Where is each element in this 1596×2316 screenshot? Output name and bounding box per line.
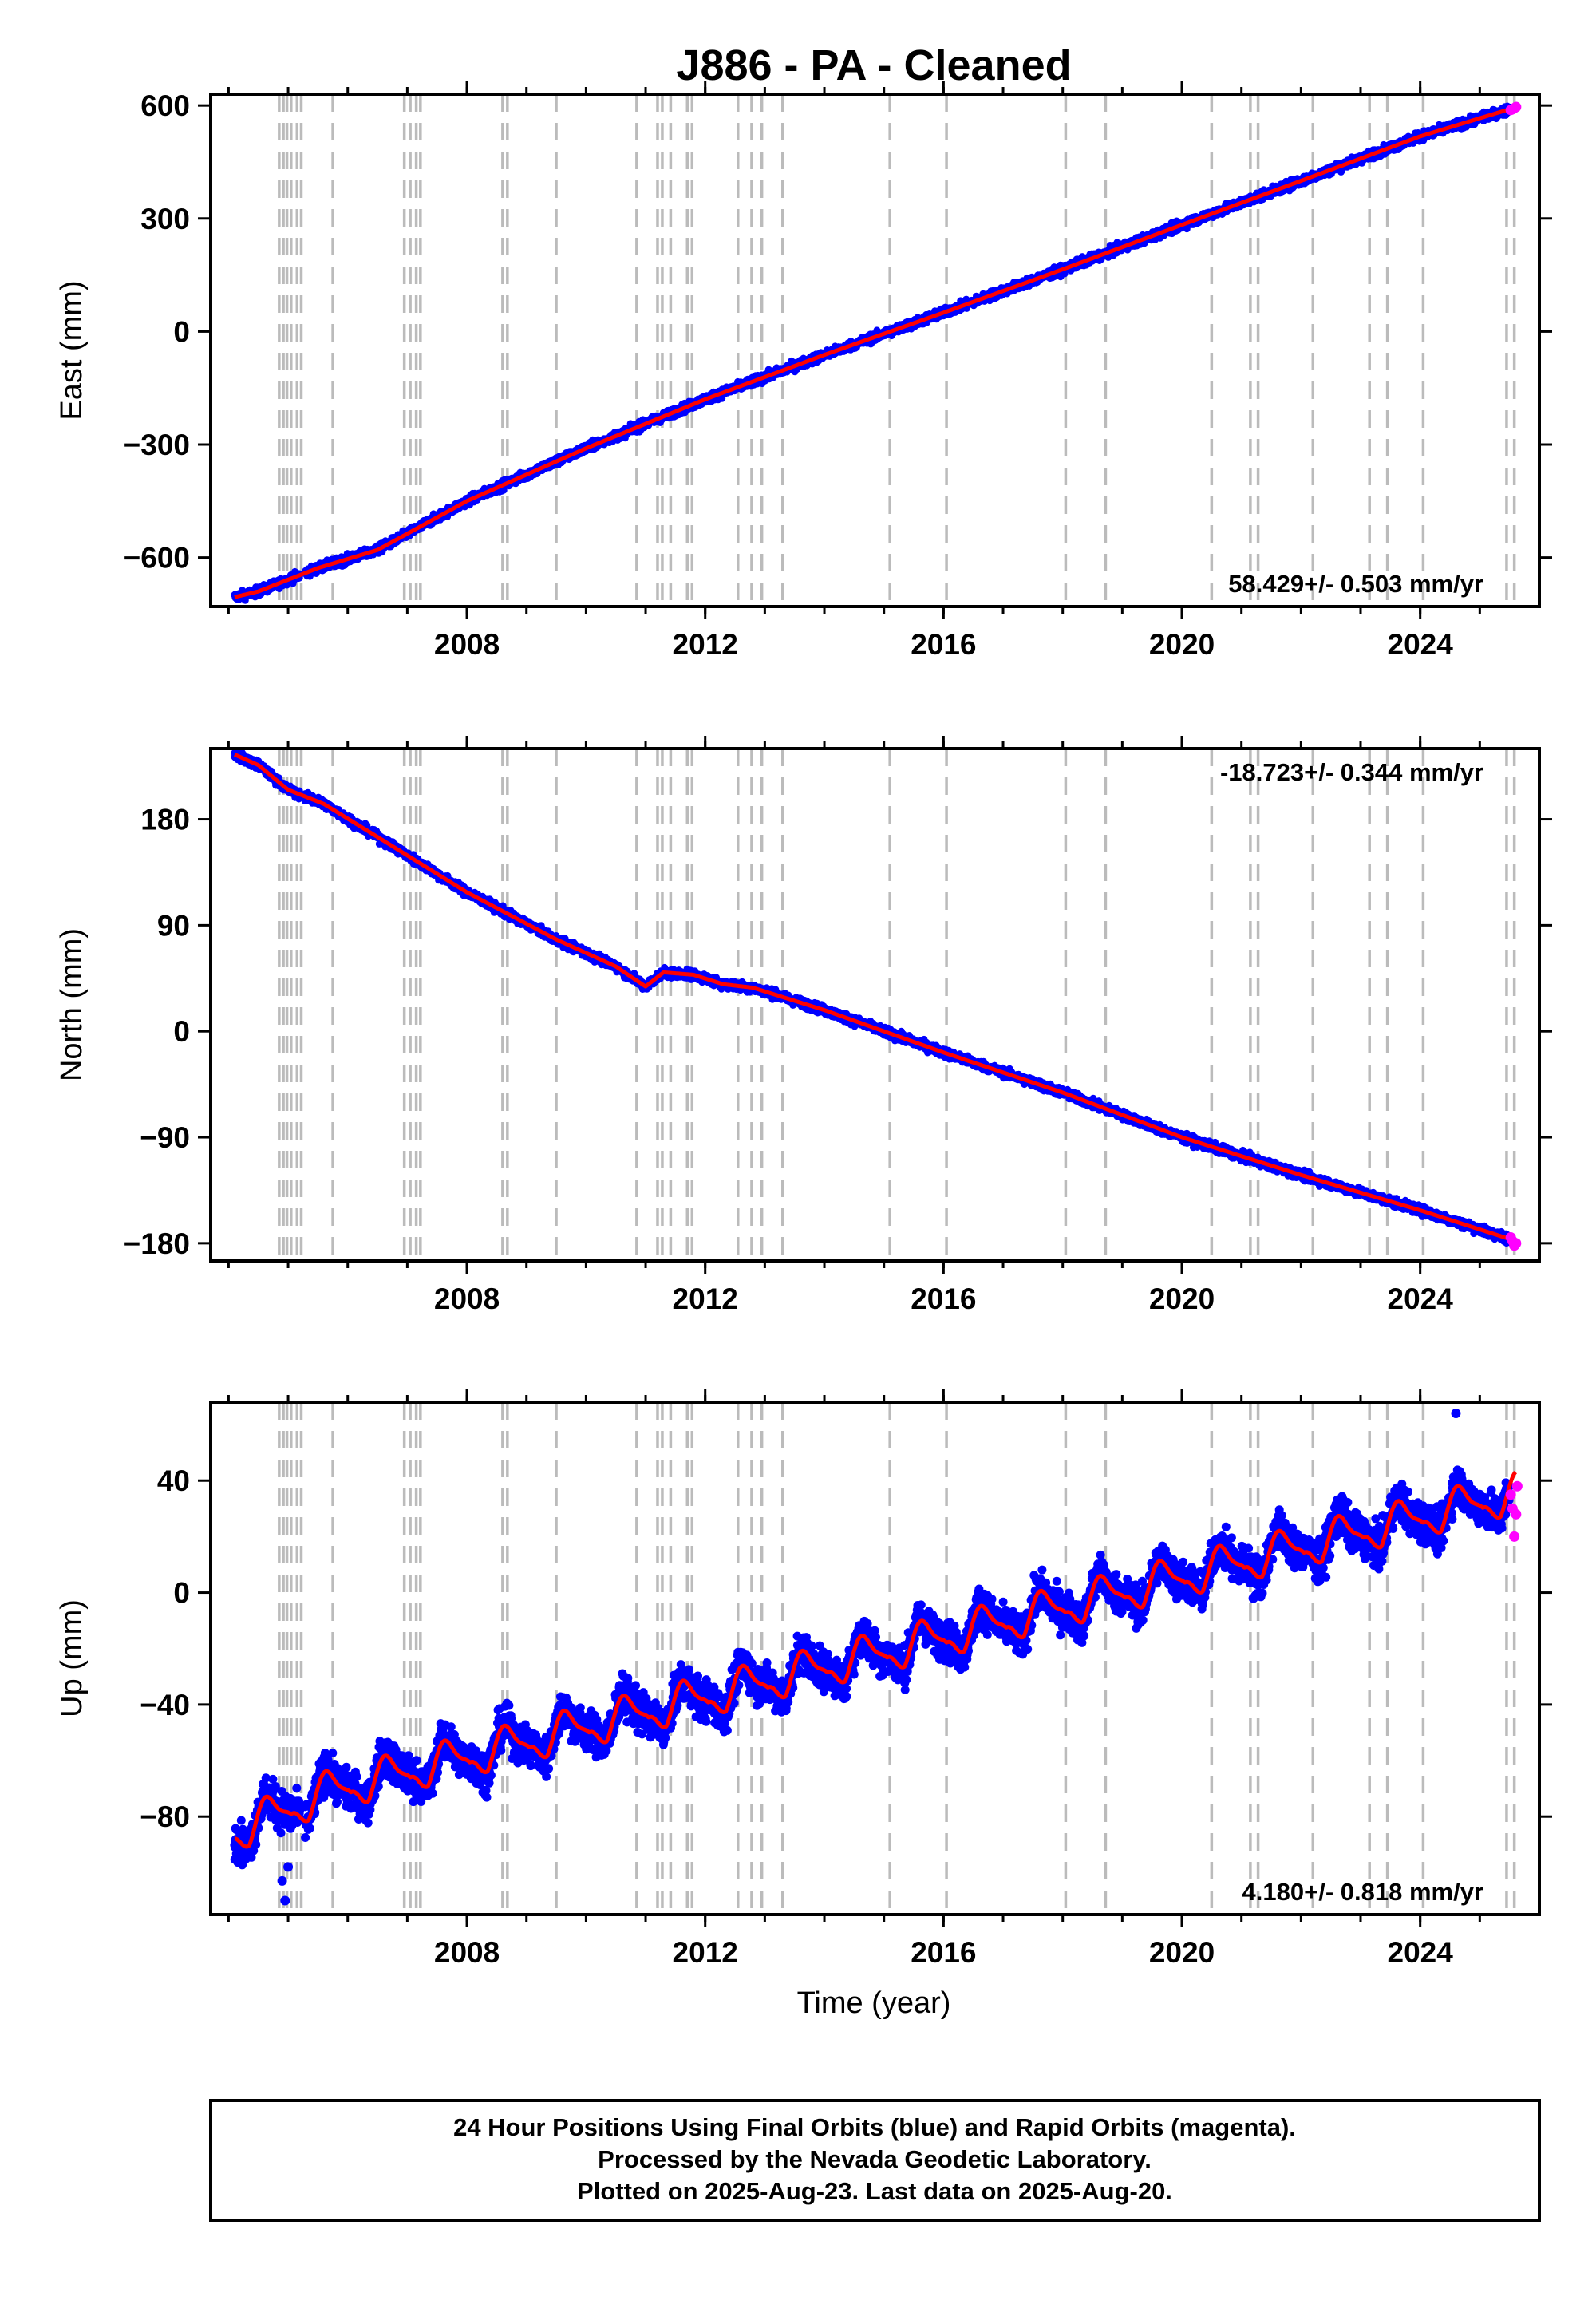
east-panel: 2008 2012 2016 2020 2024 600 300 0 −300 −600 East … <box>55 81 1552 661</box>
x-tick-label: 2024 <box>1388 628 1454 661</box>
y-tick-label: 600 <box>140 89 190 122</box>
x-tick-label: 2012 <box>673 628 738 661</box>
velocity-label: 58.429+/- 0.503 mm/yr <box>1228 570 1483 598</box>
final-orbit-points <box>231 749 1513 1247</box>
figure-title: J886 - PA - Cleaned <box>676 41 1071 89</box>
final-orbit-points <box>231 102 1513 604</box>
plot-area <box>231 94 1522 607</box>
y-tick-label: 300 <box>140 203 190 235</box>
y-tick-label: −300 <box>124 429 190 461</box>
x-tick-label: 2020 <box>1149 628 1215 661</box>
y-tick-label: −600 <box>124 542 190 575</box>
plot-area <box>231 749 1522 1261</box>
x-tick-label: 2008 <box>434 628 500 661</box>
rapid-orbit-point <box>1511 101 1522 113</box>
y-axis-label: East (mm) <box>55 280 89 420</box>
y-tick-label: 0 <box>173 315 190 348</box>
x-tick-label: 2016 <box>911 628 976 661</box>
model-fit-line <box>233 105 1517 599</box>
